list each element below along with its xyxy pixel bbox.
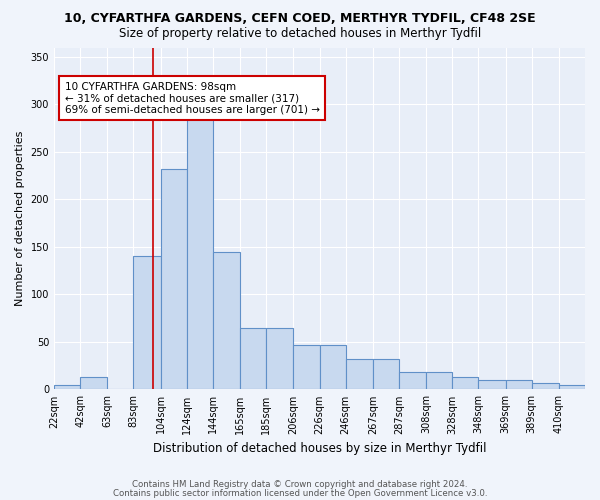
Bar (478, 380, 506, 390)
Bar (426, 372, 452, 390)
Bar (559, 384, 585, 390)
Bar (213, 252, 240, 390)
Bar (266, 328, 293, 390)
Bar (373, 359, 399, 390)
Text: Contains public sector information licensed under the Open Government Licence v3: Contains public sector information licen… (113, 488, 487, 498)
Bar (399, 372, 426, 390)
Bar (320, 345, 346, 390)
Text: Size of property relative to detached houses in Merthyr Tydfil: Size of property relative to detached ho… (119, 28, 481, 40)
Bar (80, 377, 107, 390)
Bar (532, 383, 559, 390)
Y-axis label: Number of detached properties: Number of detached properties (15, 131, 25, 306)
Text: 10 CYFARTHFA GARDENS: 98sqm
← 31% of detached houses are smaller (317)
69% of se: 10 CYFARTHFA GARDENS: 98sqm ← 31% of det… (65, 82, 320, 115)
Bar (161, 169, 187, 390)
Text: 10, CYFARTHFA GARDENS, CEFN COED, MERTHYR TYDFIL, CF48 2SE: 10, CYFARTHFA GARDENS, CEFN COED, MERTHY… (64, 12, 536, 26)
Bar (187, 114, 213, 390)
Bar (346, 359, 373, 390)
Bar (293, 345, 320, 390)
Bar (452, 377, 478, 390)
X-axis label: Distribution of detached houses by size in Merthyr Tydfil: Distribution of detached houses by size … (153, 442, 486, 455)
Bar (506, 380, 532, 390)
Bar (133, 256, 161, 390)
Bar (54, 384, 80, 390)
Text: Contains HM Land Registry data © Crown copyright and database right 2024.: Contains HM Land Registry data © Crown c… (132, 480, 468, 489)
Bar (240, 328, 266, 390)
